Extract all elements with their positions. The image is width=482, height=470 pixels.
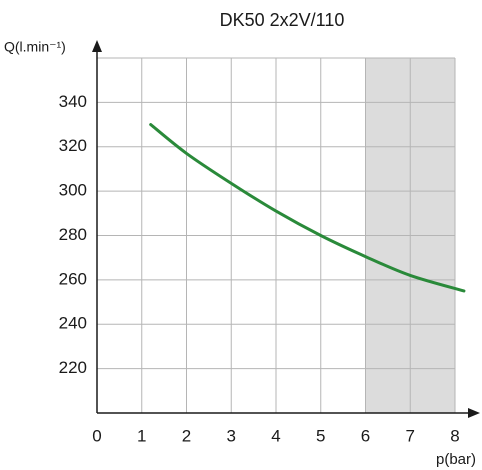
line-series (149, 123, 466, 293)
y-tick-label: 280 (59, 225, 87, 244)
marks (149, 123, 466, 293)
y-tick-label: 240 (59, 314, 87, 333)
x-tick-label: 0 (92, 426, 101, 445)
x-tick-label: 7 (406, 426, 415, 445)
y-tick-label: 340 (59, 92, 87, 111)
x-tick-label: 6 (361, 426, 370, 445)
x-tick-label: 4 (271, 426, 280, 445)
x-tick-label: 8 (450, 426, 459, 445)
y-tick-label: 220 (59, 358, 87, 377)
x-tick-label: 5 (316, 426, 325, 445)
y-axis-label: Q(l.min⁻¹) (4, 39, 66, 55)
y-tick-label: 320 (59, 136, 87, 155)
y-tick-label: 260 (59, 269, 87, 288)
x-tick-label: 2 (182, 426, 191, 445)
x-tick-label: 3 (227, 426, 236, 445)
x-axis-label: p(bar) (436, 451, 476, 468)
x-axis-arrow (468, 408, 480, 418)
y-tick-label: 300 (59, 181, 87, 200)
x-tick-label: 1 (137, 426, 146, 445)
y-axis-arrow (92, 40, 102, 52)
chart-title: DK50 2x2V/110 (220, 10, 345, 30)
